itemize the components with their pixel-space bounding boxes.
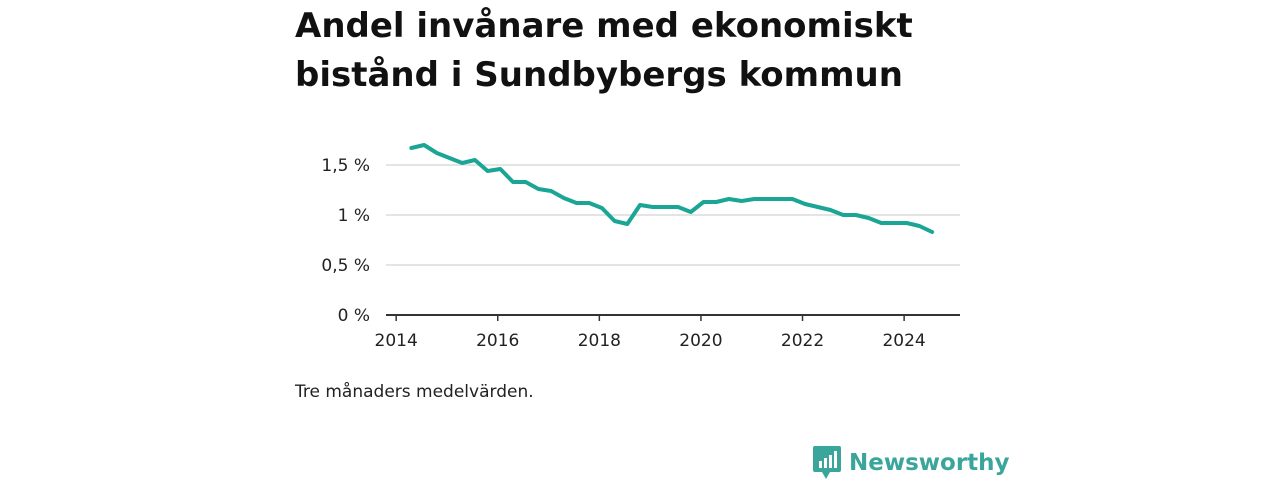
chart-note: Tre månaders medelvärden.	[295, 382, 534, 402]
y-tick-label: 1 %	[338, 206, 370, 226]
brand-logo[interactable]: Newsworthy	[813, 446, 1010, 480]
x-tick-label: 2014	[375, 331, 418, 351]
y-tick-label: 0 %	[338, 306, 370, 326]
chart-title-line-2: bistånd i Sundbybergs kommun	[295, 55, 903, 95]
x-tick-label: 2016	[476, 331, 519, 351]
brand-name: Newsworthy	[849, 450, 1010, 476]
newsworthy-logo-icon	[813, 446, 841, 479]
chart-title: Andel invånare med ekonomiskt bistånd i …	[295, 2, 995, 100]
y-tick-label: 0,5 %	[321, 256, 370, 276]
series-line	[409, 143, 935, 234]
y-tick-label: 1,5 %	[321, 156, 370, 176]
x-tick-label: 2018	[578, 331, 621, 351]
chart-title-line-1: Andel invånare med ekonomiskt	[295, 6, 913, 46]
x-tick-label: 2024	[882, 331, 925, 351]
x-tick-label: 2020	[679, 331, 722, 351]
x-tick-label: 2022	[781, 331, 824, 351]
